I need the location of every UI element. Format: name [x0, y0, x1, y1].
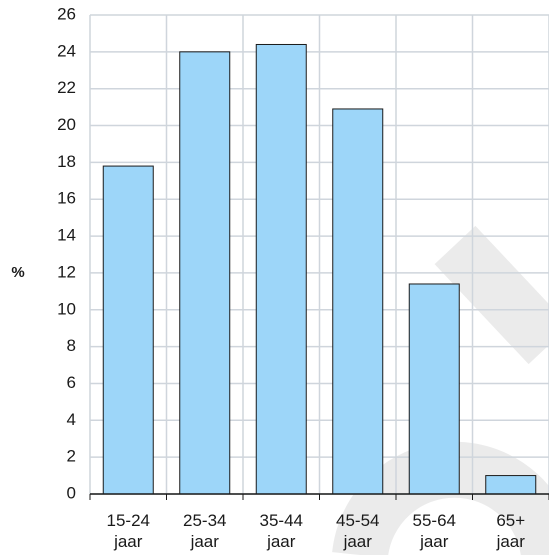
y-tick-label: 4 — [67, 410, 76, 429]
bar-25-34 — [179, 51, 231, 495]
y-tick-label: 12 — [57, 262, 76, 281]
y-tick-label: 20 — [57, 115, 76, 134]
y-tick-label: 18 — [57, 152, 76, 171]
bar-65+ — [485, 475, 537, 495]
x-tick-label: jaar — [190, 532, 220, 551]
x-tick-labels: 15-24 jaar 25-34 jaar 35-44 jaar 45-54 jaar 55-6… — [107, 511, 526, 551]
x-tick-label: jaar — [266, 532, 296, 551]
axes — [89, 493, 549, 500]
y-axis-label: % — [11, 264, 24, 281]
y-tick-label: 16 — [57, 189, 76, 208]
x-tick-label: 65+ — [496, 511, 525, 530]
x-tick-label: 45-54 — [336, 511, 379, 530]
x-tick-label: 35-44 — [260, 511, 303, 530]
y-tick-label: 6 — [67, 373, 76, 392]
y-tick-label: 8 — [67, 336, 76, 355]
x-tick-label: 15-24 — [107, 511, 150, 530]
bar-55-64 — [408, 283, 460, 495]
x-tick-label: jaar — [343, 532, 373, 551]
x-tick-label: jaar — [496, 532, 526, 551]
y-tick-label: 2 — [67, 447, 76, 466]
bar-35-44 — [255, 43, 307, 495]
y-tick-label: 22 — [57, 78, 76, 97]
bar-15-24 — [102, 165, 154, 495]
x-tick-label: jaar — [113, 532, 143, 551]
y-tick-label: 26 — [57, 4, 76, 23]
bar-45-54 — [332, 108, 384, 495]
y-tick-label: 14 — [57, 226, 76, 245]
watermark-stroke — [434, 225, 549, 365]
y-tick-label: 0 — [67, 483, 76, 502]
x-tick-label: jaar — [419, 532, 449, 551]
y-tick-label: 10 — [57, 299, 76, 318]
grid — [89, 14, 549, 495]
x-tick-label: 25-34 — [183, 511, 226, 530]
x-tick-label: 55-64 — [413, 511, 456, 530]
bars — [102, 43, 537, 495]
y-tick-label: 24 — [57, 41, 76, 60]
